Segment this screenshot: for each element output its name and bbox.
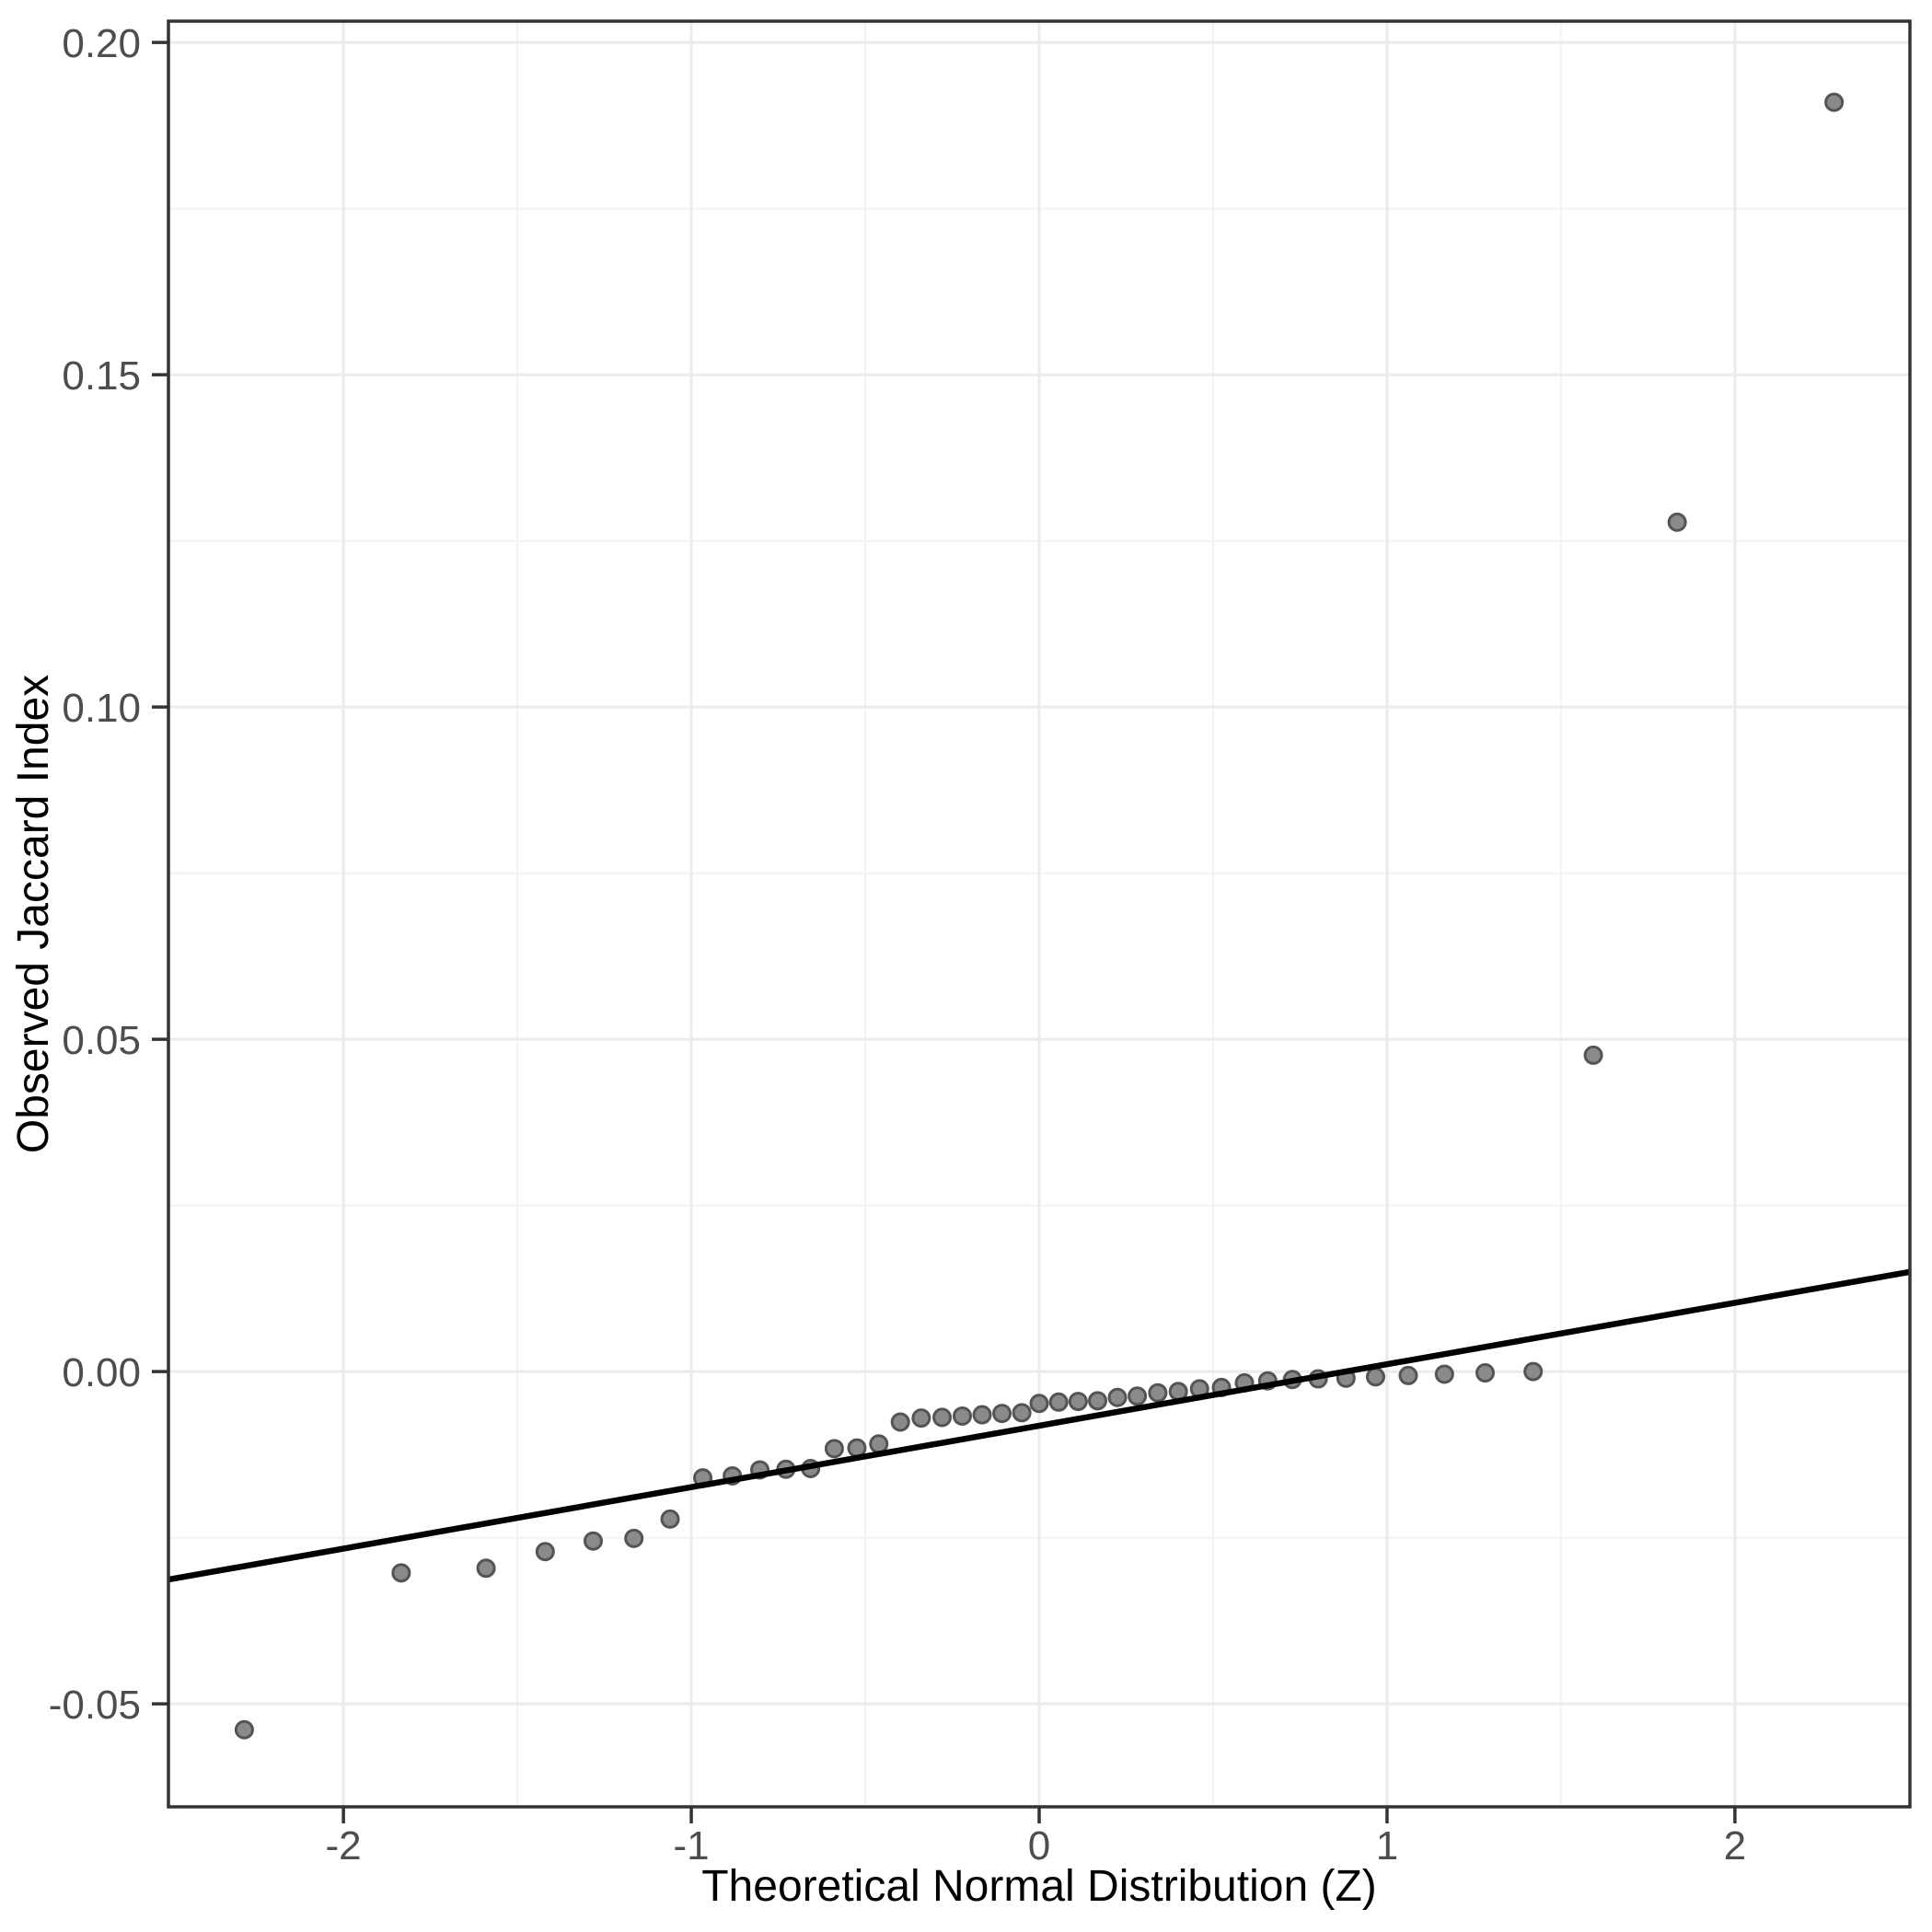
data-point [952,1406,972,1426]
x-tick-label: -1 [673,1823,709,1868]
qq-reference-line [168,1268,1911,1583]
y-tick-label: 0.05 [62,1018,141,1063]
data-point [1148,1382,1168,1403]
axis-tick-marks [152,40,1737,1823]
x-axis-title: Theoretical Normal Distribution (Z) [701,1862,1377,1911]
data-point [1087,1391,1107,1411]
data-point [1667,512,1687,532]
data-point [660,1509,680,1529]
plot-panel-border [167,19,1912,1809]
data-point [911,1408,931,1429]
data-point [476,1558,496,1579]
data-point [869,1434,889,1454]
x-tick-label: 1 [1376,1823,1398,1868]
data-point [1029,1394,1049,1414]
y-tick-label: 0.10 [62,686,141,731]
data-point [932,1407,953,1428]
data-point [391,1563,411,1583]
data-point [1434,1364,1454,1384]
data-point [972,1405,992,1425]
data-point [1398,1365,1418,1385]
data-point [535,1542,555,1562]
y-tick-label: -0.05 [49,1683,141,1728]
data-point [624,1528,644,1548]
major-gridlines [168,21,1910,1807]
y-tick-label: 0.15 [62,353,141,399]
data-point [234,1719,254,1740]
x-tick-label: 2 [1724,1823,1746,1868]
data-point [1583,1045,1603,1065]
data-point [583,1531,603,1551]
data-point [992,1404,1012,1424]
y-axis-title: Observed Jaccard Index [9,675,58,1153]
x-tick-label: -2 [326,1823,362,1868]
data-point [1068,1392,1088,1412]
data-point [1012,1403,1032,1423]
data-point [1048,1392,1069,1412]
y-tick-label: 0.20 [62,21,141,66]
data-point [847,1438,867,1458]
data-point [1824,92,1845,112]
x-tick-label: 0 [1028,1823,1050,1868]
data-point [1475,1363,1496,1383]
data-point [1365,1367,1385,1387]
data-point [1523,1361,1544,1382]
data-point [824,1439,844,1459]
axis-tick-labels: -2 -1 0 1 2 0.20 0.15 0.10 0.05 0.00 -0.05 [49,21,1746,1868]
data-point [1107,1387,1128,1407]
data-point [890,1412,910,1432]
data-point [1128,1386,1148,1406]
y-tick-label: 0.00 [62,1350,141,1395]
